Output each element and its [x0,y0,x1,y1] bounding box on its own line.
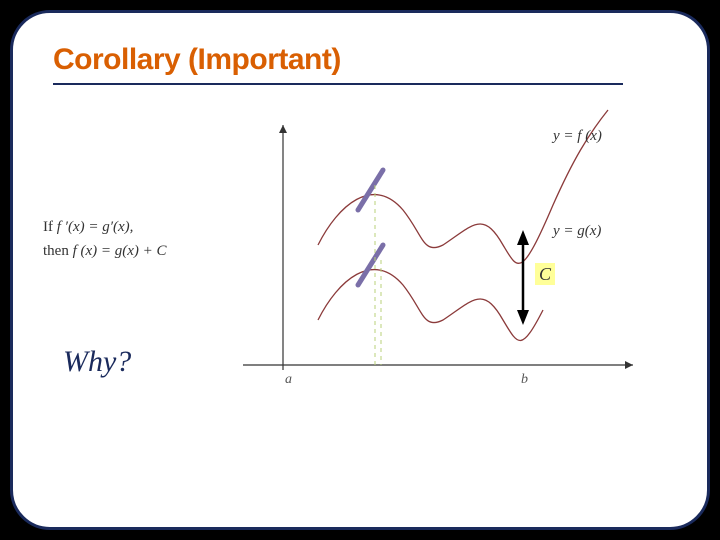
axis-label-b: b [521,372,528,387]
content-area: If f ′(x) = g′(x), then f (x) = g(x) + C… [53,125,667,485]
math-line-1: If f ′(x) = g′(x), [43,215,167,239]
slide-card: Corollary (Important) If f ′(x) = g′(x),… [10,10,710,530]
tangent-on-g [358,245,383,285]
math-line-2: then f (x) = g(x) + C [43,239,167,263]
axis-label-a: a [285,372,292,387]
label-f: y = f (x) [551,128,602,144]
then-prefix: then [43,243,73,259]
corollary-chart: C y = f (x) y = g(x) a b [223,105,653,415]
hypothesis-expr: f ′(x) = g′(x), [57,219,134,235]
slide-title: Corollary (Important) [53,43,667,77]
y-axis-arrow-icon [279,125,287,133]
title-underline [53,83,623,85]
c-arrow-down-icon [517,310,529,325]
conclusion-expr: f (x) = g(x) + C [73,243,167,259]
c-label: C [539,264,552,284]
why-prompt: Why? [63,345,131,379]
c-arrow-up-icon [517,230,529,245]
x-axis-arrow-icon [625,361,633,369]
label-g: y = g(x) [551,223,601,239]
corollary-statement: If f ′(x) = g′(x), then f (x) = g(x) + C [43,215,167,263]
if-prefix: If [43,219,57,235]
curve-g [318,270,543,341]
tangent-on-f [358,170,383,210]
